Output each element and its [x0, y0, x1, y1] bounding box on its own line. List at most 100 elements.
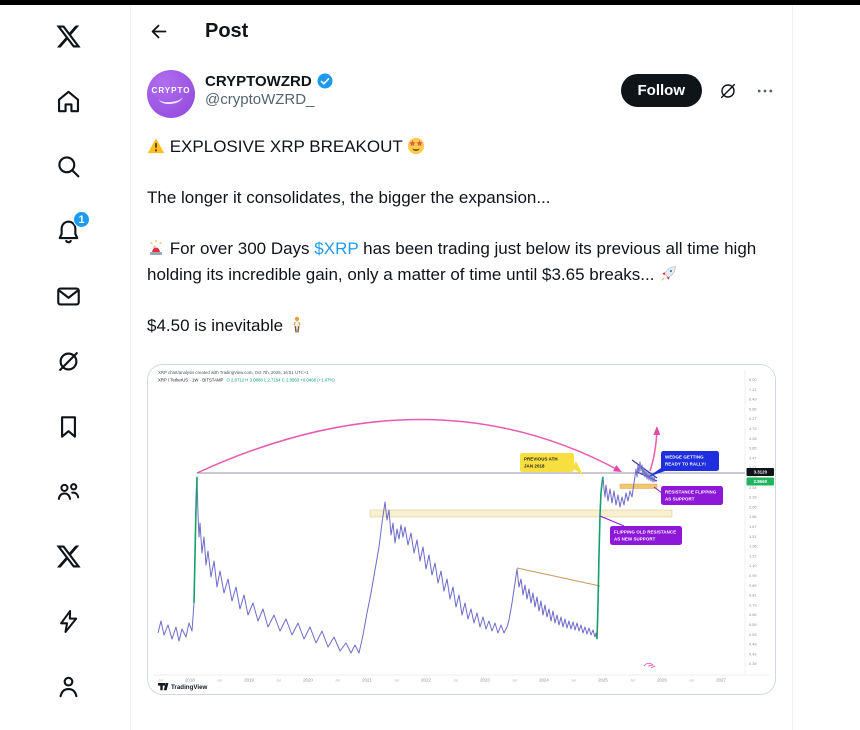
rally-segment [193, 476, 198, 604]
x-axis-label: Jul [453, 678, 458, 683]
sidebar-item-profile[interactable] [55, 673, 82, 700]
y-axis-label: 4.75 [749, 426, 757, 431]
y-axis-label: 3.47 [749, 455, 757, 460]
y-axis-label: 2.06 [749, 504, 757, 509]
x-axis-label: 2023 [480, 678, 490, 683]
price-badge [746, 477, 774, 486]
sidebar-item-explore[interactable] [55, 153, 82, 180]
y-axis-label: 5.85 [749, 406, 757, 411]
sidebar-item-x-logo[interactable] [55, 23, 82, 50]
x-axis-label: 2022 [421, 678, 431, 683]
sidebar-item-jobs[interactable] [55, 608, 82, 635]
post-paragraph: The longer it consolidates, the bigger t… [147, 185, 776, 211]
text-run: The longer it consolidates, the bigger t… [147, 188, 551, 207]
y-axis-label: 8.00 [749, 377, 757, 382]
x-premium-icon [56, 545, 81, 568]
window-top-edge [0, 0, 860, 5]
pink-arrowhead [613, 465, 622, 472]
y-axis-label: 0.99 [749, 573, 757, 578]
text-run: For over 300 Days [165, 239, 315, 258]
y-axis-label: 1.51 [749, 534, 757, 539]
xrp-tradingview-chart[interactable]: XRP chart/analysis created with TradingV… [148, 365, 775, 694]
x-axis-label: Jul [571, 678, 576, 683]
x-axis-label: 2026 [657, 678, 667, 683]
star-struck-emoji [407, 137, 425, 155]
cashtag-link[interactable]: $XRP [314, 239, 359, 258]
y-axis-label: 0.89 [749, 583, 757, 588]
svg-text:RESISTANCE FLIPPING: RESISTANCE FLIPPING [665, 490, 717, 495]
arrow-left-icon [151, 24, 166, 39]
y-axis-label: 2.54 [749, 485, 757, 490]
user-info: CRYPTOWZRD @cryptoWZRD_ [205, 70, 621, 108]
svg-text:AS NEW SUPPORT: AS NEW SUPPORT [614, 536, 656, 541]
x-axis-label: Jul [689, 678, 694, 683]
more-dots-icon [757, 89, 773, 92]
grok-actions-button[interactable] [717, 80, 739, 102]
home-icon [57, 90, 80, 113]
y-axis-label: 1.10 [749, 563, 757, 568]
trendline [516, 567, 601, 587]
sidebar-item-premium[interactable] [55, 543, 82, 570]
y-axis-label: 3.13 [749, 465, 757, 470]
y-axis-label: 4.28 [749, 436, 757, 441]
sidebar-item-messages[interactable] [55, 283, 82, 310]
x-axis-label: Jul [217, 678, 222, 683]
y-axis-label: 0.59 [749, 622, 757, 627]
price-series [157, 461, 656, 654]
communities-icon [57, 483, 80, 500]
tradingview-logo: TradingView [158, 683, 208, 691]
x-axis-label: 2018 [185, 678, 195, 683]
y-axis-label: 5.27 [749, 416, 757, 421]
text-run: EXPLOSIVE XRP BREAKOUT [165, 137, 408, 156]
y-axis-label: 0.81 [749, 593, 757, 598]
y-axis-label: 1.86 [749, 514, 757, 519]
post-column: Post CRYPTO CRYPTOWZRD @cryptoWZRD_ Foll… [130, 5, 793, 730]
search-icon [58, 156, 80, 178]
x-axis-label: 2027 [716, 678, 726, 683]
grok-icon [720, 83, 736, 98]
y-axis-label: 1.67 [749, 524, 757, 529]
sidebar-item-communities[interactable] [55, 478, 82, 505]
post-paragraph: $4.50 is inevitable [147, 313, 776, 339]
sidebar-item-grok[interactable] [55, 348, 82, 375]
resistance-band [369, 509, 673, 518]
display-name[interactable]: CRYPTOWZRD [205, 72, 312, 90]
sidebar-item-bookmarks[interactable] [55, 413, 82, 440]
svg-text:AS SUPPORT: AS SUPPORT [665, 496, 695, 501]
lightning-icon [60, 610, 78, 633]
x-logo-icon [56, 25, 81, 48]
post-paragraph: For over 300 Days $XRP has been trading … [147, 236, 776, 288]
back-button[interactable] [141, 15, 175, 49]
more-button[interactable] [754, 80, 776, 102]
y-axis-label: 0.65 [749, 612, 757, 617]
left-nav-rail: 1 [0, 5, 130, 730]
x-axis-label: 2021 [362, 678, 372, 683]
post-media-card[interactable]: XRP chart/analysis created with TradingV… [147, 364, 776, 695]
text-run: $4.50 is inevitable [147, 316, 288, 335]
post-article: CRYPTO CRYPTOWZRD @cryptoWZRD_ Follow [131, 70, 792, 695]
y-axis-label: 0.48 [749, 642, 757, 647]
y-axis-label: 0.73 [749, 602, 757, 607]
x-axis-label: Jul [335, 678, 340, 683]
avatar[interactable]: CRYPTO [147, 70, 195, 118]
nav-icon-list: 1 [55, 23, 90, 700]
svg-text:FLIPPING OLD RESISTANCE: FLIPPING OLD RESISTANCE [614, 530, 676, 535]
sidebar-item-home[interactable] [55, 88, 82, 115]
sidebar-item-notifications[interactable]: 1 [55, 211, 90, 245]
mail-icon [57, 287, 80, 306]
warning-emoji [147, 137, 165, 155]
svg-text:JAN 2018: JAN 2018 [524, 463, 545, 468]
grok-icon [59, 352, 78, 371]
verified-badge-icon [316, 72, 334, 90]
svg-text:READY TO RALLY!: READY TO RALLY! [665, 461, 706, 466]
person-icon [59, 676, 78, 698]
user-handle[interactable]: @cryptoWZRD_ [205, 91, 315, 108]
person-standing-emoji [288, 316, 306, 334]
x-axis-label: 2019 [244, 678, 254, 683]
follow-button[interactable]: Follow [620, 74, 702, 107]
price-badge [746, 468, 774, 476]
y-axis-label: 1.22 [749, 553, 757, 558]
post-user-row: CRYPTO CRYPTOWZRD @cryptoWZRD_ Follow [147, 70, 776, 118]
